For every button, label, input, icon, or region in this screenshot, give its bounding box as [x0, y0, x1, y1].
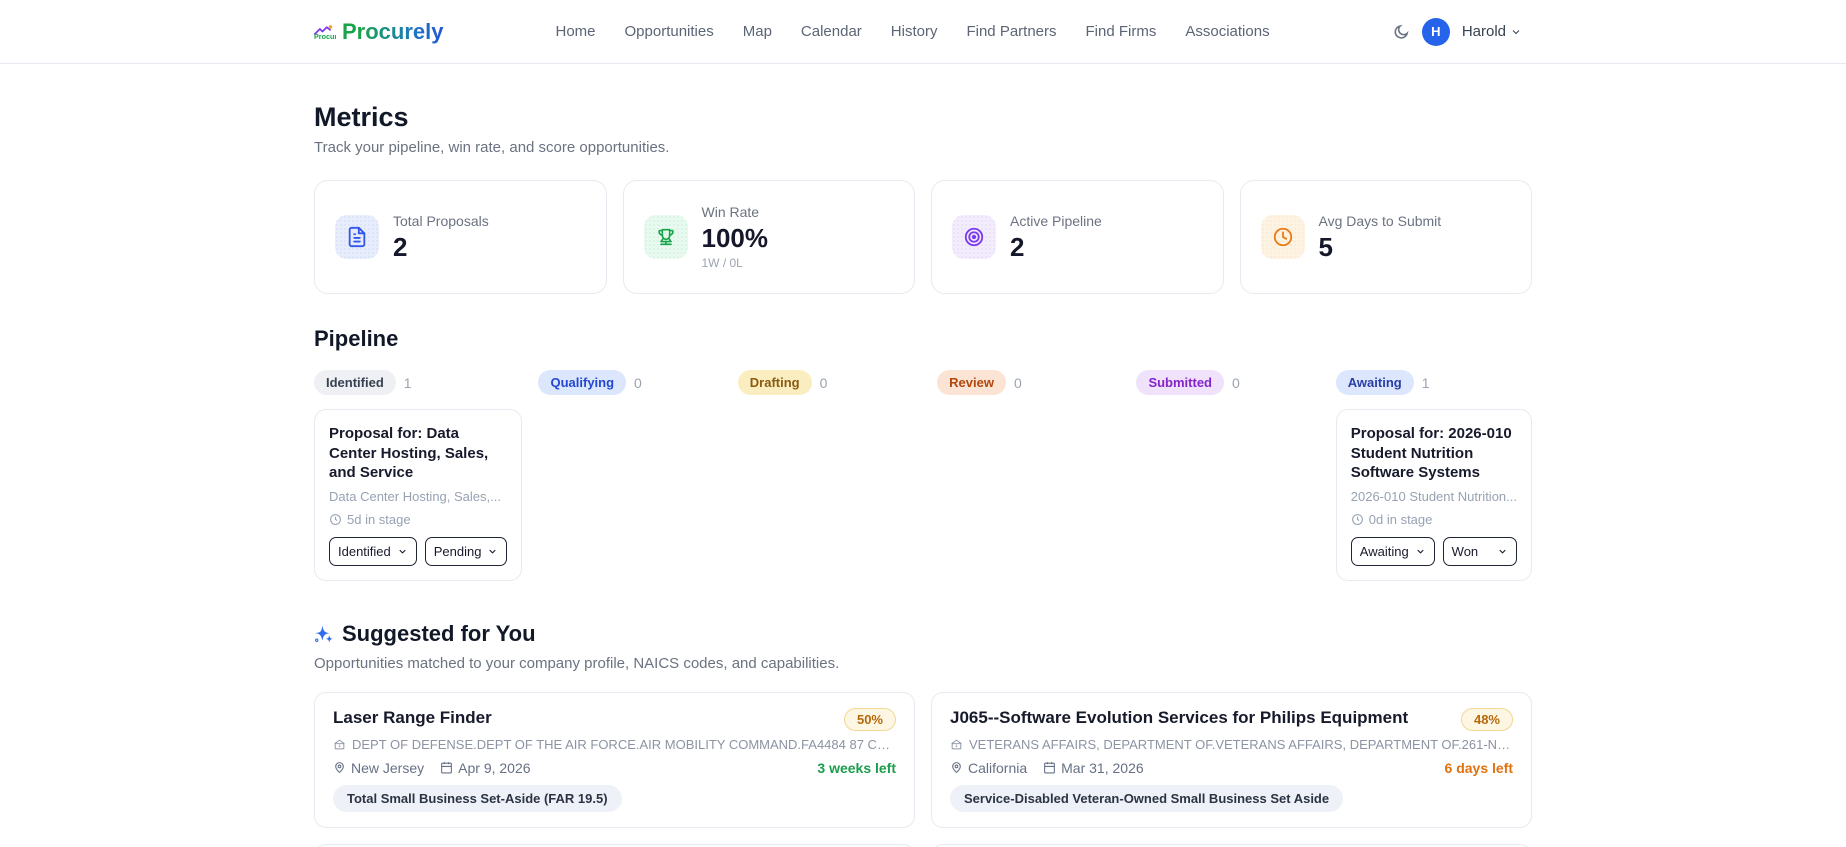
svg-text:Procurely: Procurely — [314, 32, 336, 40]
